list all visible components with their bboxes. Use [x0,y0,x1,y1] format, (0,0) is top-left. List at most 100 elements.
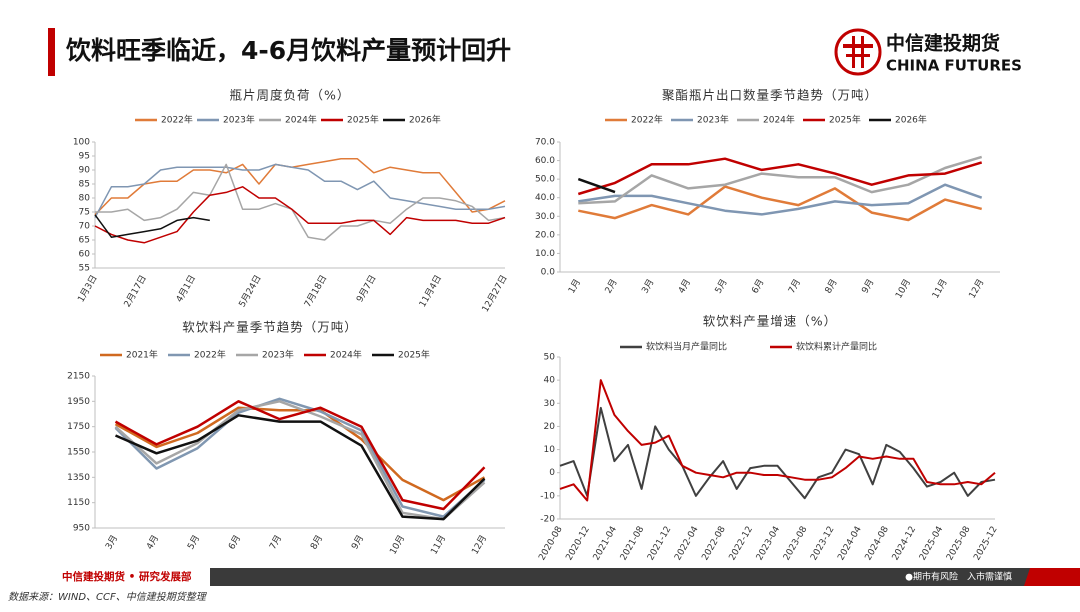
legend-label: 软饮料当月产量同比 [646,341,727,353]
x-tick-label: 4月 [144,533,161,551]
y-tick-label: 60 [79,250,91,260]
y-tick-label: 20.0 [535,230,555,240]
legend-label: 2024年 [330,349,362,361]
logo-bar [846,54,870,57]
y-tick-label: 950 [73,524,90,534]
series-line [559,406,996,500]
y-tick-label: 40 [544,376,556,386]
x-tick-label: 12月 [470,533,490,556]
legend-label: 2023年 [697,114,729,126]
x-tick-label: 9月7日 [354,273,378,304]
y-tick-label: 65 [79,236,90,246]
x-tick-label: 10月 [893,277,913,300]
legend-label: 2022年 [161,114,193,126]
x-tick-label: 11月 [429,533,449,556]
series-line [578,155,983,205]
x-tick-label: 8月 [823,277,840,295]
footer-warning: ●期市有风险 入市需谨慎 [905,571,1012,583]
y-tick-label: 0 [549,468,555,478]
x-tick-label: 2021-12 [646,525,673,563]
y-tick-label: 30 [544,399,556,409]
x-tick-label: 12月 [967,277,987,300]
series-line [577,177,616,194]
legend-label: 2023年 [223,114,255,126]
series-line [114,400,486,521]
x-tick-label: 2020-08 [537,525,565,563]
series-line [94,214,210,238]
y-tick-label: 95 [79,152,90,162]
x-tick-label: 11月4日 [417,273,444,309]
series-line [578,185,983,222]
legend-label: 2023年 [262,349,294,361]
slide-title: 饮料旺季临近，4-6月饮料产量预计回升 [65,36,511,65]
y-tick-label: 55 [79,264,90,274]
footer-bar [0,568,1080,586]
y-tick-label: 80 [79,194,91,204]
logo-cn: 中信建投期货 [886,32,1000,55]
y-tick-label: 10 [544,445,556,455]
series-line [94,158,506,216]
x-tick-label: 5月24日 [237,273,264,309]
chart-title: 软饮料产量季节趋势（万吨） [182,320,358,335]
legend-label: 2025年 [829,114,861,126]
y-tick-label: -10 [540,491,555,501]
y-tick-label: 85 [79,180,90,190]
y-tick-label: 50 [544,353,556,363]
chart-title: 瓶片周度负荷（%） [230,88,351,103]
footer-accent [1024,568,1080,586]
x-tick-label: 2月 [603,277,620,295]
x-tick-label: 5月 [185,533,202,551]
logo-bar [843,44,873,48]
legend-label: 2022年 [631,114,663,126]
legend-label: 2026年 [895,114,927,126]
x-tick-label: 2023-08 [782,525,810,563]
x-tick-label: 2023-04 [755,525,783,563]
logo [834,28,882,76]
series-line [94,186,506,244]
x-tick-label: 8月 [308,533,325,551]
x-tick-label: 10月 [388,533,408,556]
x-tick-label: 2024-08 [864,525,892,563]
y-tick-label: 40.0 [535,193,555,203]
y-tick-label: 1350 [67,473,90,483]
legend-label: 2022年 [194,349,226,361]
x-tick-label: 7月 [786,277,803,295]
series-line [559,379,996,502]
x-tick-label: 2025-08 [945,525,973,563]
y-tick-label: 90 [79,166,91,176]
logo-ring [834,28,882,76]
series-line [94,163,506,218]
x-tick-label: 1月3日 [76,273,100,304]
x-tick-label: 3月 [640,277,657,295]
title-bar [48,28,55,76]
y-tick-label: 60.0 [535,156,555,166]
x-tick-label: 1月 [566,277,583,295]
legend-label: 2021年 [126,349,158,361]
footer-left [0,568,210,586]
x-tick-label: 6月 [750,277,767,295]
y-tick-label: -20 [540,515,555,525]
x-tick-label: 2021-04 [592,525,620,563]
y-tick-label: 70 [79,222,91,232]
chart-title: 软饮料产量增速（%） [703,314,837,329]
footer-department: 中信建投期货 • 研究发展部 [62,570,192,583]
x-tick-label: 2024-04 [836,525,864,563]
legend-label: 2024年 [285,114,317,126]
y-tick-label: 30.0 [535,212,555,222]
x-tick-label: 4月1日 [174,273,198,304]
y-tick-label: 20 [544,422,556,432]
logo-bar [861,36,864,68]
y-tick-label: 100 [73,138,90,148]
series-line [578,183,983,216]
y-tick-label: 1750 [67,422,90,432]
y-tick-label: 0.0 [541,268,556,278]
x-tick-label: 6月 [226,533,243,551]
legend-label: 2024年 [763,114,795,126]
x-tick-label: 5月 [713,277,730,295]
x-tick-label: 7月18日 [302,273,329,309]
x-tick-label: 2022-04 [673,525,701,563]
x-tick-label: 12月27日 [480,273,510,314]
legend-label: 软饮料累计产量同比 [796,341,877,353]
x-tick-label: 4月 [676,277,693,295]
